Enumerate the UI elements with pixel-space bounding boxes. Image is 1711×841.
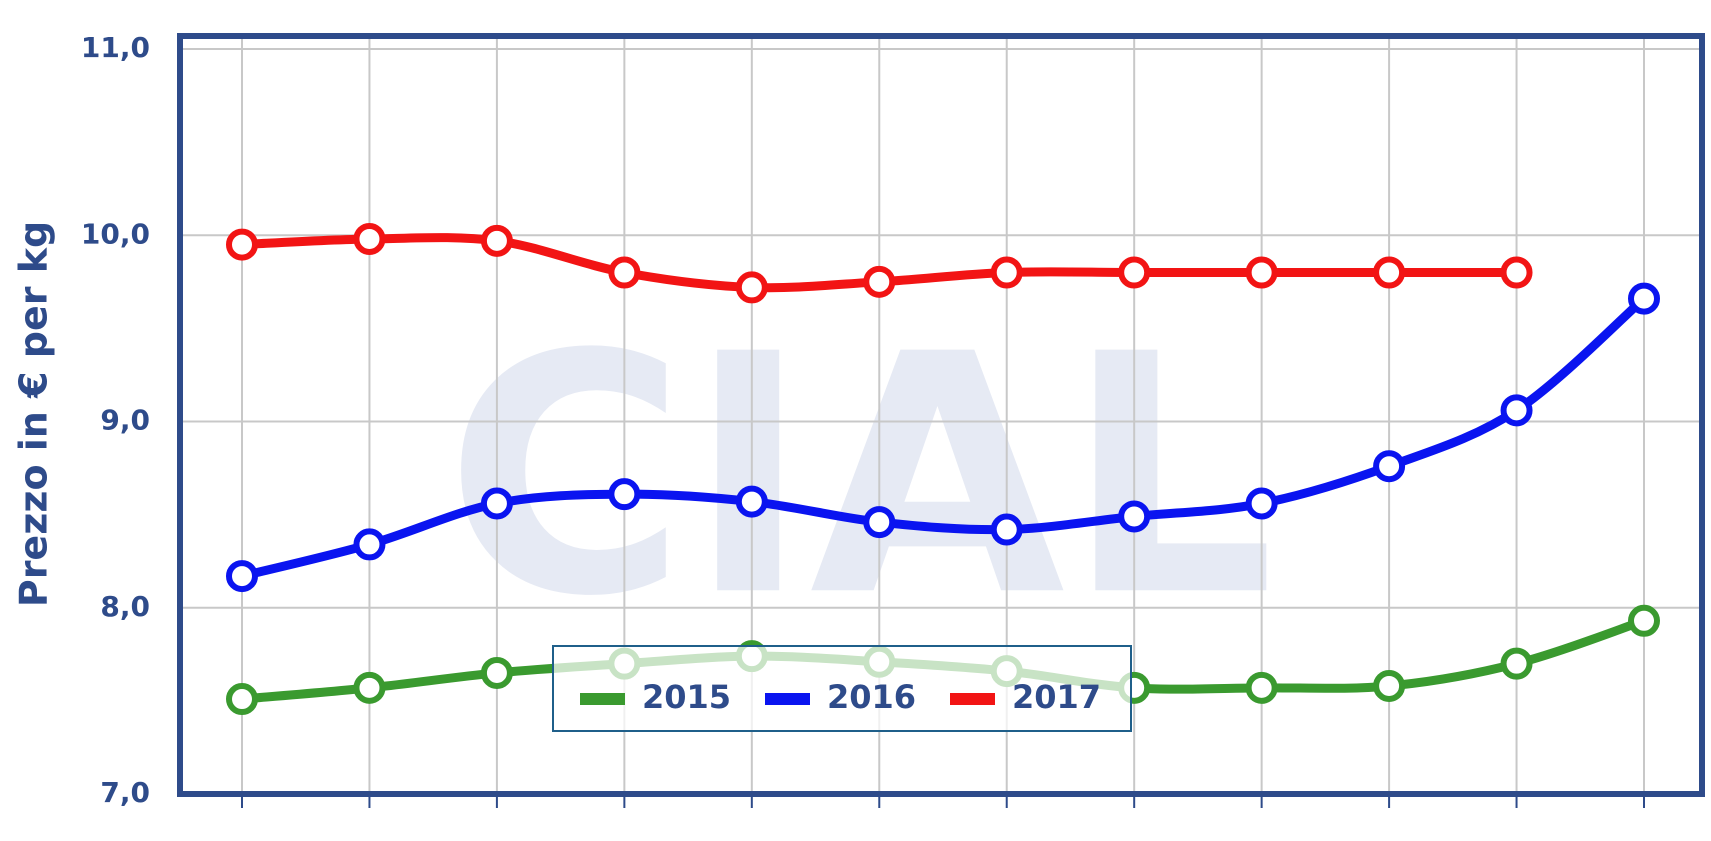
point — [1118, 500, 1151, 533]
y-axis-label: Prezzo in € per kg — [12, 221, 56, 607]
y-tick-label: 11,0 — [81, 31, 150, 64]
point — [1118, 256, 1151, 289]
legend: 2015 2016 2017 — [552, 645, 1132, 732]
plot-border — [177, 33, 1705, 797]
point — [735, 485, 768, 518]
point — [353, 222, 386, 255]
y-tick-label: 9,0 — [100, 404, 150, 437]
point — [480, 224, 513, 257]
point — [353, 671, 386, 704]
point — [735, 271, 768, 304]
point — [1628, 604, 1660, 637]
point — [990, 513, 1023, 546]
legend-label: 2015 — [642, 678, 731, 716]
legend-swatch — [950, 693, 995, 705]
point — [1245, 487, 1278, 520]
y-tick-label: 8,0 — [100, 590, 150, 623]
y-tick-label: 10,0 — [81, 217, 150, 250]
point — [353, 528, 386, 561]
point — [1373, 669, 1406, 702]
legend-label: 2016 — [827, 678, 916, 716]
point — [990, 256, 1023, 289]
legend-swatch — [580, 693, 625, 705]
point — [1500, 394, 1533, 427]
legend-box — [552, 645, 1132, 732]
point — [608, 478, 641, 511]
y-tick-label: 7,0 — [100, 776, 150, 809]
point — [1245, 256, 1278, 289]
point — [608, 256, 641, 289]
point — [1500, 647, 1533, 680]
point — [1373, 256, 1406, 289]
point — [863, 506, 896, 539]
point — [480, 656, 513, 689]
point — [226, 560, 258, 593]
point — [226, 683, 258, 716]
point — [1245, 671, 1278, 704]
point — [1373, 450, 1406, 483]
point — [1628, 282, 1660, 315]
watermark: CIAL — [445, 284, 1276, 668]
point — [863, 265, 896, 298]
point — [1500, 256, 1533, 289]
point — [480, 487, 513, 520]
legend-swatch — [765, 693, 810, 705]
point — [226, 228, 258, 261]
legend-label: 2017 — [1012, 678, 1101, 716]
